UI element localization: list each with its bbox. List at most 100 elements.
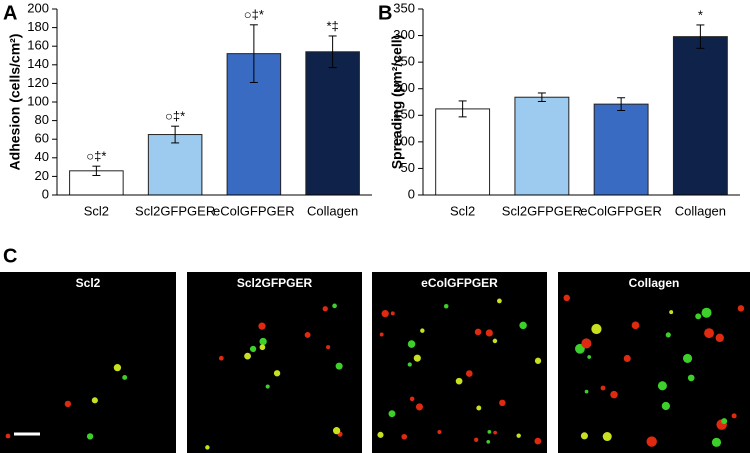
cell	[5, 433, 11, 439]
cell	[381, 310, 389, 318]
cell	[580, 432, 588, 440]
cell	[715, 333, 724, 343]
y-tick-label: 350	[393, 0, 415, 15]
cell	[682, 353, 693, 363]
cell	[721, 418, 728, 425]
cell	[122, 374, 128, 380]
annotation: *	[698, 7, 703, 22]
cell	[474, 328, 482, 336]
cell	[218, 355, 224, 361]
cell	[731, 413, 737, 419]
cell	[476, 405, 482, 411]
micrograph	[187, 272, 362, 453]
cell	[581, 338, 592, 349]
cell	[335, 362, 343, 370]
cell	[113, 364, 122, 372]
cell	[273, 370, 281, 377]
cell	[534, 437, 542, 445]
cell	[623, 354, 631, 362]
cell	[304, 331, 311, 338]
cell	[591, 323, 602, 335]
error-bar	[249, 24, 258, 83]
cell	[485, 329, 493, 337]
cell	[437, 429, 442, 435]
cell	[443, 303, 449, 309]
cell	[413, 354, 421, 362]
y-tick-label: 150	[393, 107, 415, 122]
cell	[486, 439, 491, 444]
y-tick-label: 20	[35, 168, 49, 183]
error-bar	[328, 35, 337, 69]
y-tick-label: 250	[393, 54, 415, 69]
y-tick-label: 40	[35, 149, 49, 164]
cell	[602, 432, 612, 442]
y-tick-label: 60	[35, 131, 49, 146]
panel-letter: B	[378, 2, 392, 24]
cell	[695, 313, 702, 320]
x-tick-label: Scl2GFPGER	[135, 203, 215, 218]
cell	[244, 352, 251, 360]
cell	[265, 384, 270, 389]
cell	[657, 381, 667, 391]
cell	[563, 294, 570, 302]
micrograph	[0, 272, 176, 453]
x-tick-label: Scl2	[84, 203, 109, 218]
cell	[487, 429, 492, 434]
cell	[326, 345, 331, 350]
error-bar	[458, 100, 467, 118]
cell	[322, 306, 328, 312]
y-axis-label: Adhesion (cells/cm²)	[7, 34, 23, 171]
y-tick-label: 200	[27, 0, 49, 15]
image-label: Scl2GFPGER	[237, 276, 313, 290]
cell	[465, 370, 473, 377]
error-bar	[537, 92, 546, 102]
cell	[64, 400, 72, 408]
cell	[737, 305, 745, 312]
y-tick-label: 0	[408, 186, 415, 201]
annotation: *‡	[326, 18, 338, 33]
y-tick-label: 140	[27, 56, 49, 71]
y-tick-label: 300	[393, 27, 415, 42]
cell	[610, 390, 618, 399]
cell	[701, 307, 712, 318]
x-tick-label: Scl2	[450, 203, 475, 218]
x-tick-label: Scl2GFPGER	[502, 203, 582, 218]
cell	[600, 385, 606, 391]
annotation: ○‡*	[165, 109, 185, 124]
annotation: ○‡*	[244, 7, 264, 22]
cell	[332, 427, 341, 435]
error-bar	[696, 24, 705, 49]
cell	[519, 321, 527, 330]
cell	[259, 344, 266, 351]
cell	[377, 431, 384, 438]
y-tick-label: 100	[27, 93, 49, 108]
cell	[249, 345, 257, 353]
cell	[499, 399, 506, 407]
y-axis-label: Spreading (μm²/cell)	[389, 35, 405, 170]
cell	[492, 338, 498, 344]
cell	[332, 303, 337, 309]
error-bar	[92, 165, 101, 176]
cell	[420, 328, 425, 333]
y-tick-label: 120	[27, 75, 49, 90]
cell	[390, 311, 395, 316]
cell	[584, 389, 589, 394]
y-tick-label: 0	[42, 186, 49, 201]
cell	[258, 322, 266, 330]
error-bar	[171, 125, 180, 144]
cell	[646, 436, 657, 447]
error-bar	[617, 97, 626, 112]
cell	[455, 377, 463, 385]
cell	[704, 328, 715, 339]
cell	[259, 337, 267, 346]
cell	[534, 357, 542, 364]
cell	[665, 332, 671, 338]
cell	[669, 310, 674, 315]
y-tick-label: 160	[27, 38, 49, 53]
cell	[388, 410, 396, 418]
cell	[415, 403, 424, 411]
bar	[514, 96, 570, 196]
x-tick-label: eColGFPGER	[580, 203, 662, 218]
cell	[86, 433, 94, 440]
